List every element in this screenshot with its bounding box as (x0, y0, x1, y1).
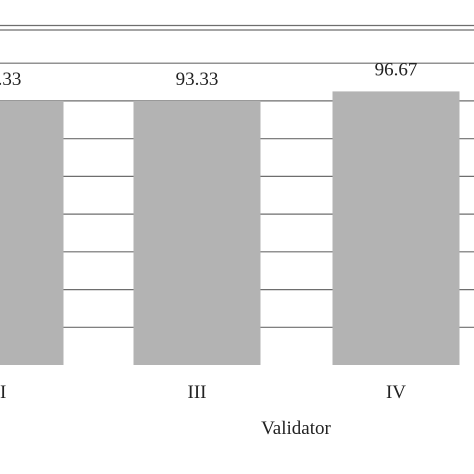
data-labels-group: 93.33 93.33 96.67 (0, 59, 417, 90)
bar-III (133, 100, 261, 366)
category-label-IV: IV (386, 382, 406, 403)
category-label-II: II (0, 382, 6, 403)
data-label-IV: 96.67 (375, 59, 418, 80)
bar-II (0, 100, 64, 366)
x-axis-label: Validator (261, 418, 331, 439)
category-labels-group: IIIIIIV (0, 382, 406, 403)
bars-group (0, 91, 460, 366)
category-label-III: III (188, 382, 207, 403)
bar-IV (332, 91, 460, 366)
data-label-II: 93.33 (0, 69, 21, 90)
data-label-III: 93.33 (176, 69, 219, 90)
